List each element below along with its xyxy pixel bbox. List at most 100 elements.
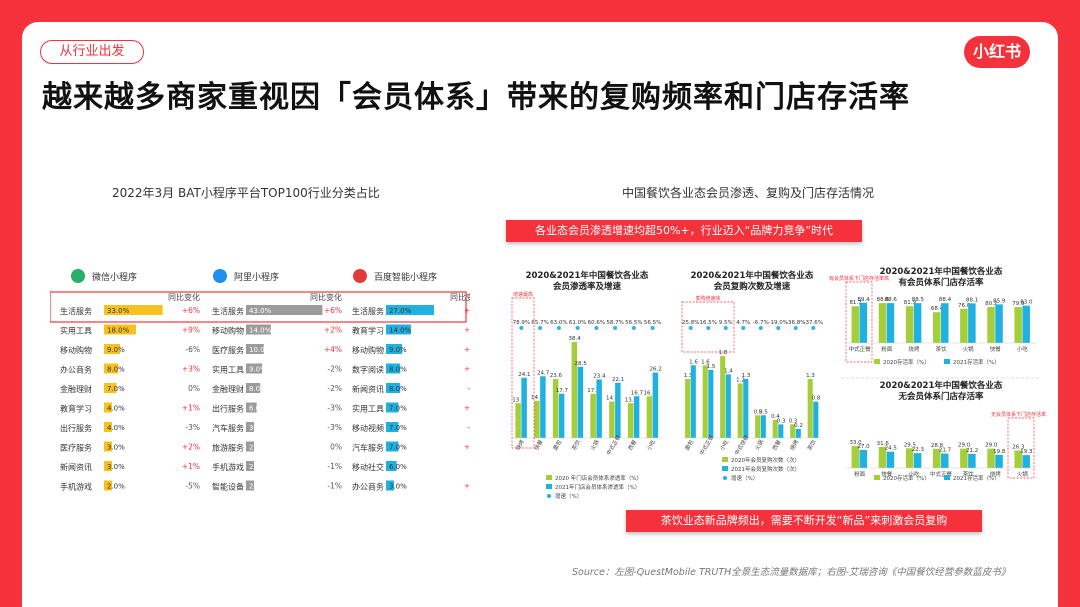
bar bbox=[596, 379, 602, 438]
category-label: 快餐 bbox=[881, 470, 893, 478]
bar bbox=[590, 393, 596, 438]
bar-label: 14.6 bbox=[606, 396, 619, 402]
platform-icon bbox=[353, 269, 367, 283]
change-value: -3% bbox=[327, 404, 342, 413]
bar bbox=[941, 453, 949, 468]
category-label: 火锅 bbox=[753, 438, 766, 452]
platform-name: 阿里小程序 bbox=[234, 271, 279, 283]
highlight-box bbox=[1007, 417, 1035, 479]
change-value: -5% bbox=[185, 482, 200, 491]
bar-label: 1.3 bbox=[684, 373, 693, 379]
share-label: 2.0% bbox=[249, 463, 267, 471]
highlight-box bbox=[845, 281, 873, 363]
share-bar bbox=[386, 363, 401, 374]
chart-title: 2020&2021年中国餐饮各业态 bbox=[880, 266, 1003, 277]
growth-label: 4.7% bbox=[736, 320, 750, 326]
highlight-tag: 无会员体系下门店存活率低 bbox=[991, 411, 1046, 418]
chart-title: 有会员体系门店存活率 bbox=[898, 277, 984, 288]
share-bar bbox=[386, 422, 399, 432]
category-label: 火锅 bbox=[1017, 470, 1029, 478]
bar bbox=[1014, 450, 1022, 468]
industry-name: 出行服务 bbox=[60, 423, 92, 433]
category-label: 粉面 bbox=[881, 345, 893, 353]
legend-label: 2021存活率（%） bbox=[953, 358, 1000, 366]
share-bar bbox=[246, 441, 254, 452]
share-bar bbox=[104, 363, 119, 374]
bar-label: 29.5 bbox=[904, 442, 917, 448]
category-label: 西餐 bbox=[770, 438, 783, 452]
legend-swatch bbox=[722, 466, 728, 471]
bar-label: 1.8 bbox=[719, 350, 728, 356]
share-label: 9.0% bbox=[389, 346, 407, 354]
share-bar bbox=[386, 305, 434, 315]
industry-name: 生活服务 bbox=[60, 306, 92, 316]
growth-point bbox=[706, 326, 711, 330]
legend-swatch bbox=[546, 484, 552, 489]
growth-label: 56.5% bbox=[644, 320, 661, 326]
legend-swatch bbox=[874, 359, 880, 364]
bar-label: 22.3 bbox=[912, 447, 925, 453]
growth-point bbox=[538, 326, 543, 330]
category-label: 西餐 bbox=[626, 438, 639, 452]
bar bbox=[772, 419, 778, 438]
bar bbox=[851, 306, 860, 343]
share-label: 2.0% bbox=[107, 483, 125, 491]
bar bbox=[995, 304, 1003, 343]
share-label: 4.0% bbox=[107, 424, 125, 432]
bar-label: 23.4 bbox=[593, 374, 606, 380]
change-header: 同比变化 bbox=[310, 292, 342, 302]
bar bbox=[987, 448, 995, 468]
industry-name: 数字阅读 bbox=[352, 365, 384, 375]
share-bar bbox=[104, 461, 112, 471]
growth-label: 16.5% bbox=[700, 320, 717, 326]
bar-label: 1.5 bbox=[707, 364, 716, 370]
change-value: +9% bbox=[182, 326, 200, 335]
growth-point bbox=[741, 326, 746, 330]
bar bbox=[558, 393, 565, 438]
bar-label: 24.7 bbox=[537, 370, 550, 376]
source-note: Source：左图-QuestMobile TRUTH全景生态流量数据库；右图-… bbox=[572, 567, 1011, 578]
bar-label: 14.9 bbox=[531, 395, 544, 401]
share-bar bbox=[104, 402, 112, 413]
bar-label: 26.2 bbox=[650, 367, 662, 373]
change-header: 同比变化 bbox=[450, 292, 470, 302]
category-label: 小吃 bbox=[1017, 345, 1029, 353]
bar bbox=[760, 415, 766, 438]
change-value: +2% bbox=[464, 443, 470, 452]
industry-name: 移动购物 bbox=[212, 326, 244, 336]
bar bbox=[968, 453, 976, 468]
industry-name: 新闻资讯 bbox=[60, 462, 92, 472]
bar bbox=[933, 312, 941, 343]
growth-point bbox=[519, 326, 524, 330]
bar bbox=[685, 378, 691, 438]
bar bbox=[790, 424, 796, 438]
highlight-tag: 增速最高 bbox=[513, 291, 533, 298]
share-label: 2.0% bbox=[249, 444, 267, 452]
bar-label: 88.6 bbox=[885, 297, 898, 303]
platform-icon bbox=[71, 269, 85, 283]
growth-label: -37.6% bbox=[804, 320, 823, 326]
share-bar bbox=[246, 305, 323, 315]
bar-label: 22.1 bbox=[612, 377, 624, 383]
change-value: +4% bbox=[324, 345, 342, 354]
legend-swatch bbox=[722, 457, 728, 462]
share-bar bbox=[246, 383, 261, 393]
share-label: 8.0% bbox=[389, 366, 407, 374]
category-label: 茶饮 bbox=[935, 345, 947, 353]
bar bbox=[1022, 305, 1030, 343]
share-bar bbox=[246, 344, 264, 354]
growth-label: 60.6% bbox=[588, 320, 605, 326]
category-label: 快餐 bbox=[990, 345, 1002, 353]
industry-name: 金融理财 bbox=[212, 384, 244, 394]
bar bbox=[652, 372, 659, 438]
industry-name: 金融理财 bbox=[60, 384, 92, 394]
change-value: 0% bbox=[330, 443, 342, 452]
share-label: 27.0% bbox=[389, 307, 412, 315]
growth-point bbox=[688, 326, 693, 330]
share-label: 8.0% bbox=[389, 385, 407, 393]
highlight-box bbox=[681, 301, 735, 353]
industry-name: 手机游戏 bbox=[60, 482, 92, 492]
category-label: 粉面 bbox=[854, 470, 866, 478]
bar bbox=[646, 396, 653, 438]
bar bbox=[905, 306, 914, 343]
